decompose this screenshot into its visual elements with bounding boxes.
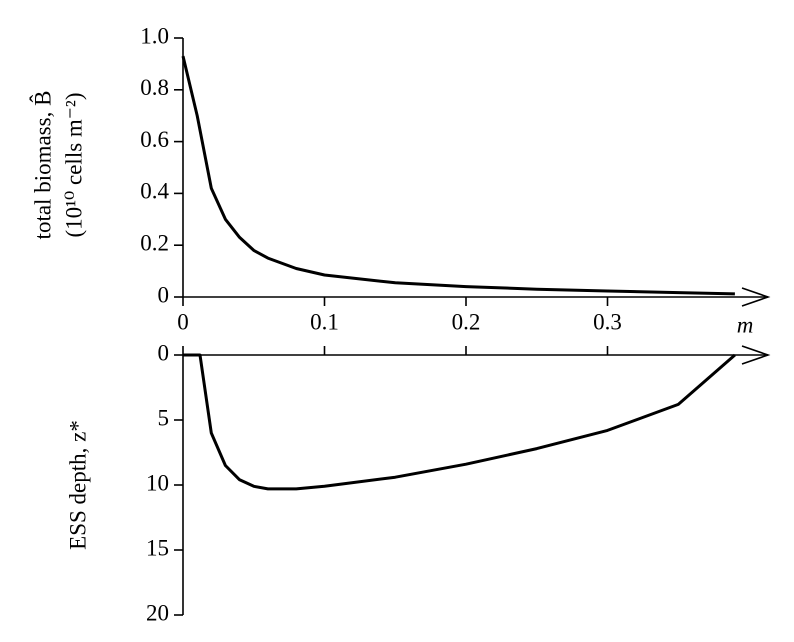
y-tick-label: 0.4: [140, 179, 169, 204]
y-tick-label: 10: [146, 470, 169, 495]
y-axis-label: (10¹⁰ cells m⁻²): [61, 92, 86, 237]
x-tick-label: 0.3: [593, 309, 622, 334]
y-tick-label: 0: [158, 340, 170, 365]
data-line: [183, 353, 736, 491]
x-axis-arrow: [741, 287, 771, 307]
y-tick-label: 0.2: [140, 230, 169, 255]
y-tick-label: 15: [146, 535, 169, 560]
x-tick-label: 0: [177, 309, 189, 334]
y-axis-label: total biomass, B̂: [29, 91, 56, 240]
x-tick-label: 0.2: [452, 309, 481, 334]
x-axis-arrow: [741, 345, 771, 365]
x-tick-label: 0.1: [310, 309, 339, 334]
y-tick-label: 0: [158, 282, 170, 307]
y-tick-label: 0.8: [140, 75, 169, 100]
data-line: [181, 55, 735, 296]
x-axis-label: m: [737, 312, 754, 337]
y-tick-label: 5: [158, 405, 170, 430]
y-tick-label: 0.6: [140, 127, 169, 152]
y-tick-label: 1.0: [140, 23, 169, 48]
y-axis-label: ESS depth, z*: [65, 420, 90, 550]
y-tick-label: 20: [146, 600, 169, 625]
